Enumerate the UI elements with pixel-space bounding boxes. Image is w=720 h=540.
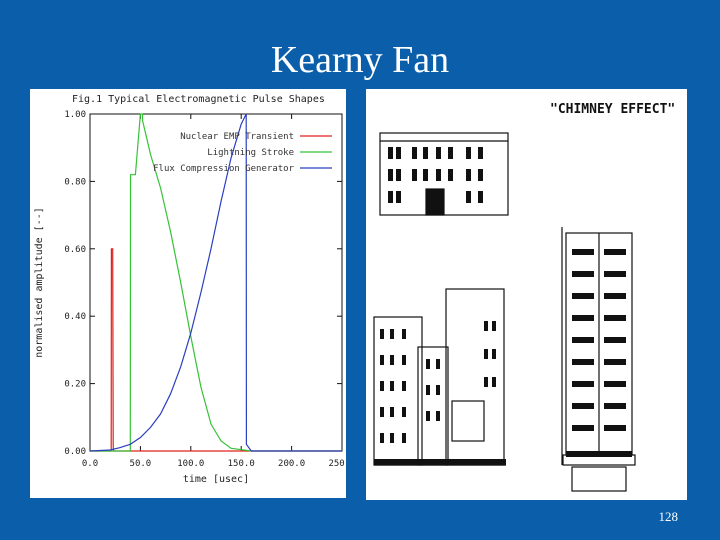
chimney-effect-illustration: "CHIMNEY EFFECT" <box>366 89 687 500</box>
y-tick-label: 0.80 <box>64 177 86 187</box>
y-tick-label: 0.00 <box>64 447 86 457</box>
illustration-caption: "CHIMNEY EFFECT" <box>550 102 675 117</box>
y-tick-label: 1.00 <box>64 110 86 120</box>
y-tick-label: 0.20 <box>64 380 86 390</box>
x-tick-label: 200.0 <box>278 459 305 469</box>
legend-label-1: Nuclear EMP Transient <box>180 132 294 142</box>
x-tick-label: 250.0 <box>328 459 346 469</box>
buildings-drawing: "CHIMNEY EFFECT" <box>373 102 675 492</box>
pulse-chart-panel: Fig.1 Typical Electromagnetic Pulse Shap… <box>30 89 346 498</box>
x-tick-label: 50.0 <box>130 459 152 469</box>
x-tick-label: 100.0 <box>177 459 204 469</box>
slide-title: Kearny Fan <box>270 39 450 81</box>
chart-title: Fig.1 Typical Electromagnetic Pulse Shap… <box>72 94 325 105</box>
y-tick-label: 0.40 <box>64 312 86 322</box>
series-line-1 <box>90 248 342 452</box>
series-line-3 <box>89 113 342 452</box>
y-axis-label: normalised amplitude [--] <box>34 207 45 358</box>
pulse-chart: Fig.1 Typical Electromagnetic Pulse Shap… <box>34 94 346 485</box>
series-line-2 <box>90 113 342 452</box>
tall-building-drawing <box>561 227 636 492</box>
legend-label-3: Flux Compression Generator <box>153 164 294 174</box>
page-number: 128 <box>658 509 679 524</box>
x-tick-label: 0.0 <box>82 459 98 469</box>
legend-label-2: Lightning Stroke <box>207 148 294 158</box>
small-building-drawing <box>379 132 509 216</box>
street-buildings-drawing <box>373 288 506 466</box>
x-axis-label: time [usec] <box>183 474 249 485</box>
x-tick-label: 150.0 <box>228 459 255 469</box>
y-tick-label: 0.60 <box>64 245 86 255</box>
